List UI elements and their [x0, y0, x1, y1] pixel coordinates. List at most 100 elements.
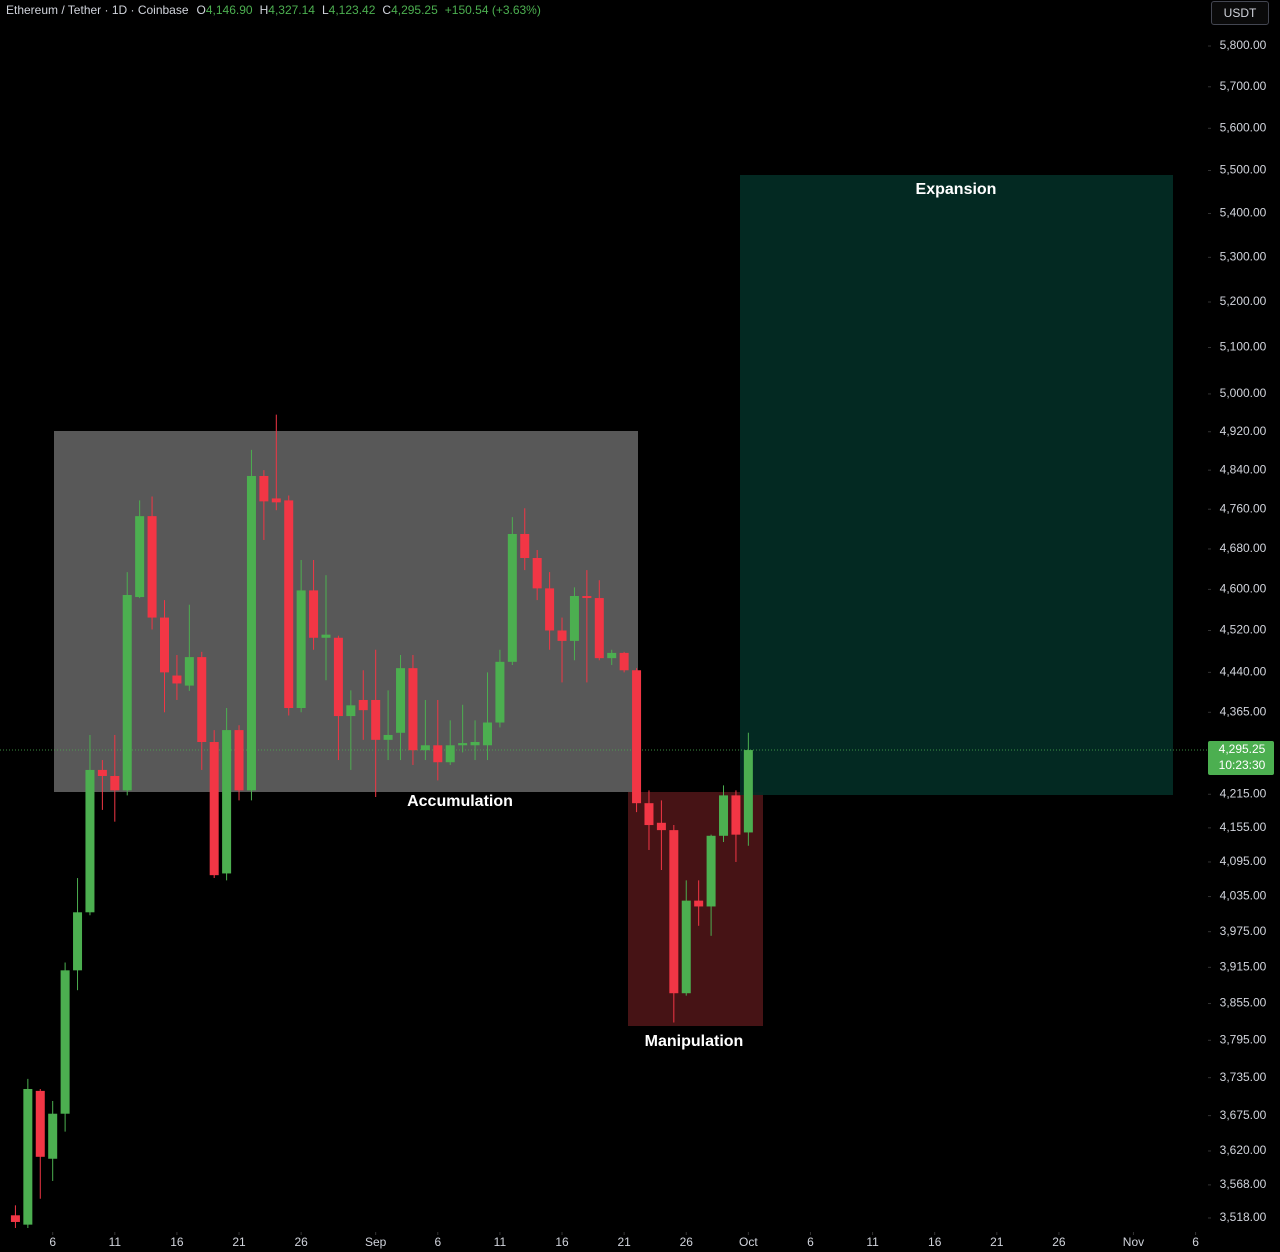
candle-body	[619, 652, 629, 671]
x-tick-label: Oct	[739, 1235, 758, 1249]
candle-body	[10, 1215, 20, 1222]
candle-body	[358, 699, 368, 711]
candle-body	[333, 637, 343, 717]
y-tick-label: 3,518.00	[1220, 1210, 1267, 1224]
candle-body	[172, 675, 182, 684]
candle-body	[85, 769, 95, 913]
x-tick-label: 21	[617, 1235, 631, 1249]
y-tick-label: 4,095.00	[1220, 854, 1267, 868]
zone	[740, 175, 1173, 795]
candle-body	[706, 835, 716, 907]
candle-body	[110, 775, 120, 791]
candle-body	[396, 668, 406, 733]
candle-body	[632, 670, 642, 804]
candle-body	[607, 652, 617, 659]
y-tick-label: 3,675.00	[1220, 1108, 1267, 1122]
y-tick-label: 5,800.00	[1220, 38, 1267, 52]
candle-body	[694, 900, 704, 907]
candle-body	[321, 634, 331, 638]
y-tick-label: 3,975.00	[1220, 924, 1267, 938]
zone	[628, 792, 763, 1026]
high-value: 4,327.14	[268, 3, 315, 17]
x-tick-label: 21	[990, 1235, 1004, 1249]
candle-body	[371, 699, 381, 740]
zone-label: Accumulation	[407, 793, 513, 810]
candle-body	[197, 657, 207, 743]
y-tick-label: 4,680.00	[1220, 541, 1267, 555]
change: +150.54 (+3.63%)	[444, 3, 541, 17]
candle-body	[222, 730, 232, 874]
low-key: L	[321, 3, 329, 17]
x-tick-label: 6	[807, 1235, 814, 1249]
candle-body	[73, 912, 83, 971]
candle-body	[271, 498, 281, 503]
candle-body	[383, 734, 393, 740]
candle-body	[458, 743, 468, 746]
x-tick-label: 21	[232, 1235, 246, 1249]
y-tick-label: 4,215.00	[1220, 786, 1267, 800]
x-tick-label: 26	[1052, 1235, 1066, 1249]
candle-body	[48, 1113, 58, 1159]
y-tick-label: 3,620.00	[1220, 1143, 1267, 1157]
y-tick-label: 3,795.00	[1220, 1032, 1267, 1046]
currency-button[interactable]: USDT	[1211, 1, 1269, 25]
candle-body	[743, 750, 753, 833]
candle-body	[147, 516, 157, 618]
y-tick-label: 4,365.00	[1220, 704, 1267, 718]
price-tag	[1208, 741, 1274, 776]
y-tick-label: 3,855.00	[1220, 996, 1267, 1010]
candle-body	[122, 594, 132, 791]
symbol: Ethereum / Tether · 1D · Coinbase	[6, 3, 189, 17]
x-tick-label: 16	[170, 1235, 184, 1249]
zone-label: Manipulation	[645, 1033, 744, 1050]
candle-body	[594, 598, 604, 659]
candle-body	[545, 588, 555, 631]
candle-body	[296, 590, 306, 709]
x-tick-label: 6	[1192, 1235, 1199, 1249]
y-tick-label: 4,840.00	[1220, 462, 1267, 476]
y-tick-label: 5,100.00	[1220, 340, 1267, 354]
x-tick-label: 26	[294, 1235, 308, 1249]
y-tick-label: 4,035.00	[1220, 889, 1267, 903]
candle-body	[246, 475, 256, 791]
candle-body	[433, 745, 443, 763]
x-tick-label: Sep	[365, 1235, 387, 1249]
x-tick-label: 11	[494, 1235, 507, 1249]
x-tick-label: 11	[109, 1235, 122, 1249]
high-key: H	[259, 3, 269, 17]
y-tick-label: 5,000.00	[1220, 386, 1267, 400]
x-tick-label: 26	[680, 1235, 694, 1249]
candle-body	[669, 830, 679, 994]
price-tag-label: 4,295.25	[1219, 742, 1266, 756]
close-key: C	[382, 3, 392, 17]
y-tick-label: 5,700.00	[1220, 79, 1267, 93]
countdown: 10:23:30	[1219, 758, 1266, 772]
open-value: 4,146.90	[205, 3, 253, 17]
candle-body	[731, 795, 741, 835]
candle-body	[420, 745, 430, 751]
y-tick-label: 5,200.00	[1220, 294, 1267, 308]
candle-body	[209, 742, 219, 876]
y-tick-label: 4,760.00	[1220, 501, 1267, 515]
candle-body	[259, 475, 269, 502]
candle-body	[35, 1090, 45, 1157]
x-tick-label: 11	[866, 1235, 879, 1249]
candle-body	[569, 596, 579, 641]
candle-body	[482, 722, 492, 746]
close-value: 4,295.25	[391, 3, 438, 17]
candle-body	[644, 803, 654, 826]
y-tick-label: 5,300.00	[1220, 250, 1267, 264]
candle-body	[97, 769, 107, 776]
zone-label: Expansion	[916, 181, 997, 198]
candle-body	[520, 533, 530, 558]
candle-body	[445, 745, 455, 763]
candle-body	[656, 822, 666, 831]
candle-body	[557, 630, 567, 641]
y-tick-label: 5,500.00	[1220, 163, 1267, 177]
candle-body	[470, 742, 480, 746]
candle-body	[582, 596, 592, 599]
y-tick-label: 4,155.00	[1220, 820, 1267, 834]
candle-body	[719, 795, 729, 836]
